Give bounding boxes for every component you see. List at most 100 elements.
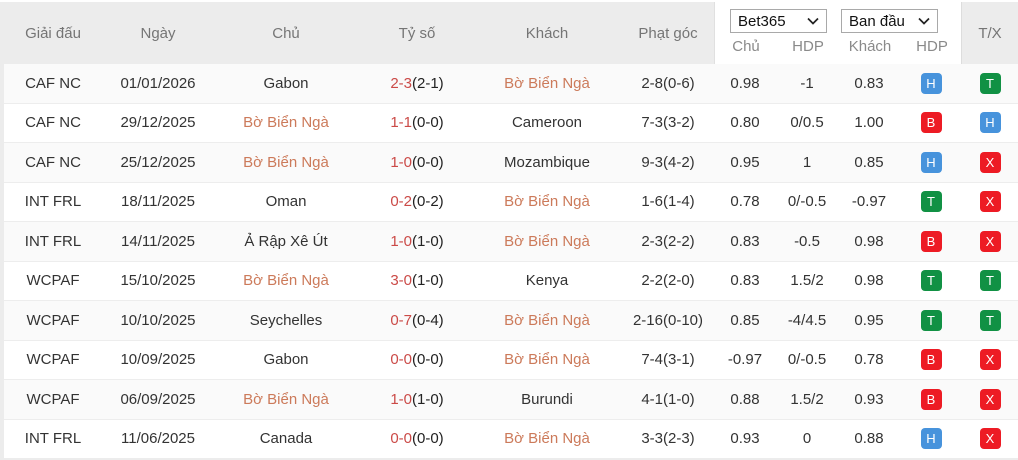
home-odds-cell: 0.88 bbox=[730, 390, 760, 408]
date-cell: 11/06/2025 bbox=[121, 430, 195, 448]
hdp-cell: 0 bbox=[802, 430, 812, 448]
score-cell: 0-0(0-0) bbox=[362, 430, 472, 447]
away-odds-cell: 0.98 bbox=[854, 272, 884, 290]
hdp-cell: -0.5 bbox=[794, 232, 820, 250]
hdp-result-cell: H bbox=[900, 428, 962, 450]
away-odds-cell: 0.95 bbox=[854, 311, 884, 329]
away-odds-cell: 0.85 bbox=[854, 153, 884, 171]
odds-type-select[interactable]: Ban đầu bbox=[841, 9, 938, 33]
tx-result-cell: H bbox=[962, 112, 1018, 134]
table-row: INT FRL 18/11/2025 Oman 0-2(0-2) Bờ Biển Ngà… bbox=[0, 182, 1018, 222]
tx-result-cell: X bbox=[962, 191, 1018, 213]
halftime-score: (0-0) bbox=[412, 153, 444, 171]
fulltime-score: 3-0 bbox=[390, 272, 412, 290]
result-badge: X bbox=[979, 191, 1001, 213]
home-team-cell: Gabon bbox=[263, 351, 309, 369]
tournament-cell: WCPAF bbox=[26, 272, 80, 290]
table-row: CAF NC 25/12/2025 Bờ Biển Ngà 1-0(0-0) Mozam… bbox=[0, 143, 1018, 183]
score-cell: 1-0(0-0) bbox=[362, 154, 472, 171]
result-badge: X bbox=[979, 230, 1001, 252]
halftime-score: (0-0) bbox=[412, 114, 444, 132]
halftime-score: (1-0) bbox=[412, 272, 444, 290]
table-row: CAF NC 29/12/2025 Bờ Biển Ngà 1-1(0-0) Camer… bbox=[0, 103, 1018, 143]
home-team-cell: Seychelles bbox=[249, 311, 323, 329]
result-badge: B bbox=[920, 230, 942, 252]
bookmaker-select[interactable]: Bet365 bbox=[730, 9, 827, 33]
away-team-cell: Bờ Biển Ngà bbox=[504, 74, 590, 92]
hdp-result-cell: B bbox=[900, 230, 962, 252]
col-header-away: Khách bbox=[525, 24, 569, 42]
result-badge: X bbox=[979, 388, 1001, 410]
fulltime-score: 0-2 bbox=[390, 193, 412, 211]
score-cell: 1-0(1-0) bbox=[362, 391, 472, 408]
hdp-result-cell: H bbox=[900, 151, 962, 173]
away-odds-cell: 0.88 bbox=[854, 430, 884, 448]
table-row: WCPAF 15/10/2025 Bờ Biển Ngà 3-0(1-0) Kenya 2… bbox=[0, 261, 1018, 301]
corners-cell: 2-8(0-6) bbox=[641, 74, 695, 92]
home-odds-cell: 0.78 bbox=[730, 193, 760, 211]
chevron-down-icon bbox=[918, 17, 930, 25]
home-odds-cell: 0.83 bbox=[730, 232, 760, 250]
hdp-result-cell: T bbox=[900, 309, 962, 331]
date-cell: 25/12/2025 bbox=[120, 153, 196, 171]
away-team-cell: Mozambique bbox=[504, 153, 590, 171]
tx-result-cell: T bbox=[962, 72, 1018, 94]
home-team-cell: Ả Rập Xê Út bbox=[244, 232, 328, 250]
col-header-tx: T/X bbox=[978, 24, 1002, 42]
home-odds-cell: 0.83 bbox=[730, 272, 760, 290]
table-body: CAF NC 01/01/2026 Gabon 2-3(2-1) Bờ Biển Ngà… bbox=[0, 64, 1018, 458]
result-badge: T bbox=[979, 309, 1001, 331]
home-odds-cell: 0.85 bbox=[730, 311, 760, 329]
result-badge: X bbox=[979, 349, 1001, 371]
halftime-score: (1-0) bbox=[412, 232, 444, 250]
col-header-tournament: Giải đấu bbox=[25, 24, 81, 42]
hdp-result-cell: T bbox=[900, 191, 962, 213]
tournament-cell: WCPAF bbox=[26, 351, 80, 369]
hdp-result-cell: B bbox=[900, 112, 962, 134]
tx-result-cell: X bbox=[962, 230, 1018, 252]
away-odds-cell: 0.78 bbox=[854, 351, 884, 369]
date-cell: 10/09/2025 bbox=[120, 351, 196, 369]
home-team-cell: Oman bbox=[265, 193, 307, 211]
fulltime-score: 2-3 bbox=[390, 74, 412, 92]
corners-cell: 1-6(1-4) bbox=[641, 193, 695, 211]
subcol-header-hdp2: HDP bbox=[916, 38, 948, 55]
away-team-cell: Bờ Biển Ngà bbox=[504, 311, 590, 329]
tx-result-cell: T bbox=[962, 309, 1018, 331]
tournament-cell: INT FRL bbox=[24, 232, 82, 250]
date-cell: 29/12/2025 bbox=[120, 114, 196, 132]
table-row: WCPAF 10/10/2025 Seychelles 0-7(0-4) Bờ Biển… bbox=[0, 301, 1018, 341]
home-odds-cell: 0.95 bbox=[730, 153, 760, 171]
result-badge: T bbox=[979, 270, 1001, 292]
date-cell: 15/10/2025 bbox=[120, 272, 196, 290]
col-header-score: Tỷ số bbox=[398, 24, 436, 42]
home-odds-cell: 0.98 bbox=[730, 74, 760, 92]
corners-cell: 2-3(2-2) bbox=[641, 232, 695, 250]
subcol-header-away-odds: Khách bbox=[848, 38, 892, 55]
home-team-cell: Bờ Biển Ngà bbox=[243, 272, 329, 290]
left-gutter bbox=[0, 2, 4, 460]
score-cell: 0-0(0-0) bbox=[362, 351, 472, 368]
corners-cell: 7-4(3-1) bbox=[641, 351, 695, 369]
fulltime-score: 0-0 bbox=[390, 430, 412, 448]
home-team-cell: Bờ Biển Ngà bbox=[243, 153, 329, 171]
halftime-score: (0-0) bbox=[412, 351, 444, 369]
away-team-cell: Bờ Biển Ngà bbox=[504, 430, 590, 448]
odds-header-group: Bet365 Ban đầu Chủ HDP Khách HDP bbox=[714, 2, 962, 64]
away-odds-cell: 0.83 bbox=[854, 74, 884, 92]
fulltime-score: 1-0 bbox=[390, 232, 412, 250]
tournament-cell: WCPAF bbox=[26, 390, 80, 408]
date-cell: 01/01/2026 bbox=[120, 74, 196, 92]
halftime-score: (0-4) bbox=[412, 311, 444, 329]
date-cell: 06/09/2025 bbox=[120, 390, 196, 408]
result-badge: T bbox=[920, 309, 942, 331]
fulltime-score: 1-0 bbox=[390, 153, 412, 171]
fulltime-score: 0-7 bbox=[390, 311, 412, 329]
home-team-cell: Bờ Biển Ngà bbox=[243, 114, 329, 132]
result-badge: T bbox=[979, 72, 1001, 94]
home-odds-cell: 0.93 bbox=[730, 430, 760, 448]
fulltime-score: 1-1 bbox=[390, 114, 412, 132]
hdp-result-cell: T bbox=[900, 270, 962, 292]
hdp-cell: 1.5/2 bbox=[790, 272, 824, 290]
